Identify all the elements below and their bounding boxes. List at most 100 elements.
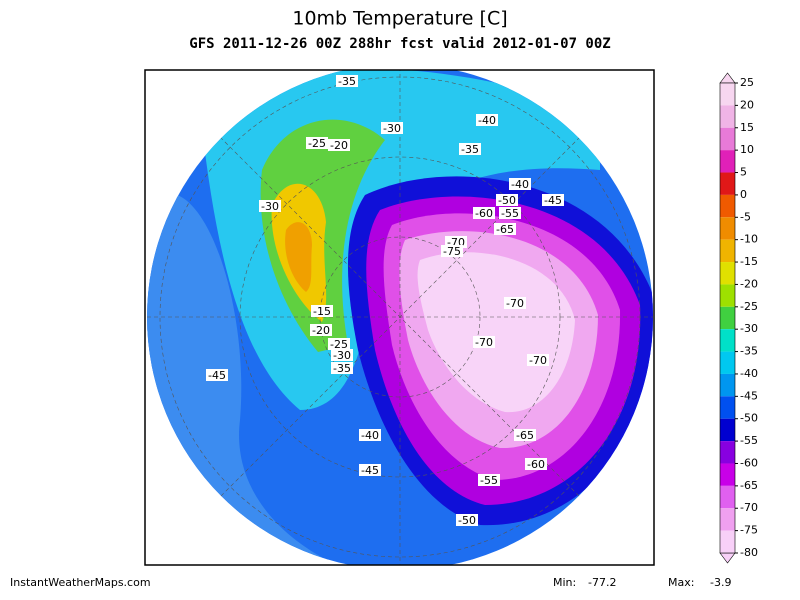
contour-label-box <box>306 137 328 149</box>
contour-label-box <box>509 178 531 190</box>
contour-label-box <box>336 75 358 87</box>
colorbar-top-arrow <box>719 72 736 84</box>
colorbar-band <box>720 508 735 531</box>
map-field <box>147 70 653 565</box>
colorbar-band <box>720 329 735 352</box>
contour-label-box <box>441 245 463 257</box>
colorbar-band <box>720 373 735 397</box>
parallel <box>159 76 641 558</box>
colorbar-tick-label: -75 <box>740 524 758 537</box>
colorbar-band <box>720 150 735 173</box>
contour-label-box <box>514 429 536 441</box>
colorbar-band <box>720 262 735 285</box>
contour-label: -15 <box>313 305 331 318</box>
contour-label: -20 <box>330 139 348 152</box>
colorbar-band <box>720 463 735 486</box>
contour-label: -65 <box>516 429 534 442</box>
contour-label-box <box>473 336 495 348</box>
contour-label: -35 <box>338 75 356 88</box>
contour-label: -25 <box>308 137 326 150</box>
contour-label-box <box>381 122 403 134</box>
parallel <box>239 156 561 478</box>
contour-label: -45 <box>361 464 379 477</box>
contour-label: -35 <box>333 362 351 375</box>
contour-label-box <box>206 369 228 381</box>
colorbar-tick-label: -20 <box>740 277 758 290</box>
colorbar-band <box>720 351 735 374</box>
contour-label-box <box>331 362 353 374</box>
colorbar-tick-label: -45 <box>740 389 758 402</box>
contour-label: -35 <box>461 143 479 156</box>
colorbar-tick-label: 0 <box>740 188 747 201</box>
colorbar-tick-label: 10 <box>740 143 754 156</box>
contour-label-box <box>478 474 500 486</box>
colorbar: 25 20 15 10 5 0 -5 -10 -15 -20 -25 -30 -35 -40 -45 -50 -… <box>719 72 758 564</box>
map-frame-clip <box>147 70 653 565</box>
max-label: Max: <box>668 576 694 589</box>
contour-label: -50 <box>458 514 476 527</box>
min-value: -77.2 <box>588 576 616 589</box>
contour-label-box <box>459 143 481 155</box>
contour-label: -70 <box>475 336 493 349</box>
contour-label-box <box>496 194 518 206</box>
contour-label: -70 <box>506 297 524 310</box>
contour-label-box <box>456 514 478 526</box>
colorbar-bottom-arrow <box>719 552 736 564</box>
contour-label: -30 <box>383 122 401 135</box>
contour-label-box <box>542 194 564 206</box>
colorbar-band <box>720 172 735 195</box>
contour-label: -50 <box>498 194 516 207</box>
contour-label: -20 <box>312 324 330 337</box>
contour-label-box <box>359 464 381 476</box>
colorbar-band <box>720 239 735 263</box>
subtitle: GFS 2011-12-26 00Z 288hr fcst valid 2012… <box>189 36 610 52</box>
colorbar-band <box>720 418 735 442</box>
colorbar-tick-label: -25 <box>740 300 758 313</box>
colorbar-tick-label: 5 <box>740 166 747 179</box>
colorbar-band <box>720 83 735 106</box>
colorbar-tick-label: -80 <box>740 546 758 559</box>
contour-label: -30 <box>333 349 351 362</box>
contour-label: -30 <box>261 200 279 213</box>
contour-label-box <box>311 305 333 317</box>
contour-label: -45 <box>544 194 562 207</box>
colorbar-band <box>720 105 735 128</box>
parallel <box>319 236 481 398</box>
contour-label-box <box>504 297 526 309</box>
contour-labels: -35-30-40-25 -20 -35-40-30 -50 -45-60 -55-65-… <box>206 75 564 527</box>
colorbar-border <box>719 82 736 554</box>
colorbar-band <box>720 217 735 240</box>
colorbar-tick-label: -10 <box>740 233 758 246</box>
colorbar-band <box>720 284 735 307</box>
contour-label-box <box>527 354 549 366</box>
colorbar-tick-label: -65 <box>740 479 758 492</box>
contour-label-box <box>499 207 521 219</box>
footer-site: InstantWeatherMaps.com <box>10 576 151 589</box>
colorbar-tick-label: 15 <box>740 121 754 134</box>
contour-label: -40 <box>361 429 379 442</box>
contour-label-box <box>328 338 350 350</box>
colorbar-tick-label: -55 <box>740 434 758 447</box>
contour-label-box <box>259 200 281 212</box>
colorbar-tick-label: -50 <box>740 412 758 425</box>
contour-label: -45 <box>208 369 226 382</box>
contour-label: -40 <box>511 178 529 191</box>
field-pale-pink <box>417 252 575 413</box>
contour-label: -55 <box>480 474 498 487</box>
contour-label: -55 <box>501 207 519 220</box>
colorbar-tick-label: 25 <box>740 76 754 89</box>
colorbar-tick-label: -5 <box>740 210 751 223</box>
contour-label: -40 <box>478 114 496 127</box>
colorbar-tick-label: -35 <box>740 345 758 358</box>
meridian <box>214 131 586 503</box>
colorbar-band <box>720 441 735 464</box>
max-value: -3.9 <box>710 576 731 589</box>
colorbar-band <box>720 530 735 553</box>
map-frame <box>144 69 655 566</box>
contour-label-box <box>494 223 516 235</box>
contour-label: -75 <box>443 245 461 258</box>
colorbar-band <box>720 127 735 151</box>
contour-label: -60 <box>475 207 493 220</box>
colorbar-tick-label: -40 <box>740 367 758 380</box>
contour-label-box <box>310 324 332 336</box>
